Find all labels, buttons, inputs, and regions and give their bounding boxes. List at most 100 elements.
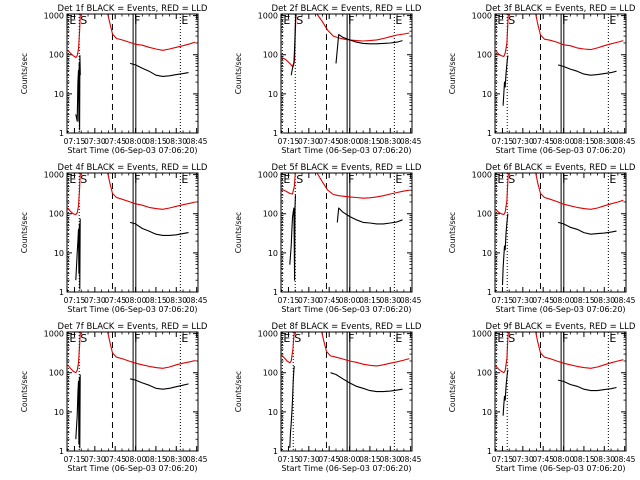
series-events-line [75,374,81,449]
x-tick-label: 07:30 [298,296,320,305]
x-axis-label: Start Time (06-Sep-03 07:06:20) [281,464,411,473]
y-tick-label: 1 [59,288,64,297]
x-tick-label: 07:45 [318,296,340,305]
x-tick-label: 07:45 [532,137,554,146]
marker-label: E [283,14,290,27]
chart-title: Det 4f BLACK = Events, RED = LLD [58,163,208,173]
x-tick-label: 08:30 [593,455,615,464]
y-tick-label: 100 [49,210,64,219]
marker-label: F [348,332,354,345]
panel-det-9: Det 9f BLACK = Events, RED = LLD Counts/s… [448,322,636,473]
x-tick-label: 08:45 [400,137,422,146]
y-tick-label: 10 [54,408,64,417]
y-axis-label: Counts/sec [20,53,29,94]
marker-label: E [69,173,76,186]
marker-label: S [294,332,301,345]
y-axis-label: Counts/sec [234,212,243,253]
marker-label: S [508,14,515,27]
series-events-line [290,14,297,76]
series-lld-line [495,173,509,216]
series-lld-line [495,14,509,58]
series-events-line [129,221,189,236]
series-events-line [75,55,81,131]
marker-label: E [609,173,616,186]
x-tick-label: 07:45 [104,455,126,464]
panel-det-3: Det 3f BLACK = Events, RED = LLD Counts/s… [448,4,636,155]
plot-frame [66,13,199,134]
marker-label: S [296,173,303,186]
marker-label: S [508,173,515,186]
x-tick-label: 07:15 [64,296,86,305]
marker-label: S [296,14,303,27]
y-tick-label: 1 [59,447,64,456]
chart-title: Det 5f BLACK = Events, RED = LLD [272,163,422,173]
x-tick-label: 07:45 [104,137,126,146]
x-tick-label: 08:15 [359,296,381,305]
y-tick-label: 100 [49,51,64,60]
x-tick-label: 08:15 [359,455,381,464]
x-tick-label: 07:15 [64,455,86,464]
marker-label: F [134,14,140,27]
plot-frame [280,13,413,134]
marker-label: S [508,332,515,345]
y-axis-label: Counts/sec [20,212,29,253]
plot-area [495,14,624,133]
x-tick-label: 08:15 [145,296,167,305]
chart-title: Det 9f BLACK = Events, RED = LLD [486,322,636,332]
x-tick-label: 08:00 [125,137,147,146]
x-tick-label: 08:30 [593,137,615,146]
marker-label: E [497,173,504,186]
series-events-line [502,55,509,106]
marker-label: E [395,332,402,345]
x-tick-label: 07:15 [278,137,300,146]
chart-title: Det 7f BLACK = Events, RED = LLD [58,322,208,332]
x-tick-label: 07:15 [278,455,300,464]
plot-frame [494,172,627,293]
plot-frame [494,331,627,452]
x-tick-label: 08:15 [573,296,595,305]
x-tick-label: 08:45 [614,296,636,305]
y-tick-label: 1 [59,129,64,138]
series-lld-line [107,14,196,51]
plot-area [495,332,624,451]
x-axis-label: Start Time (06-Sep-03 07:06:20) [281,305,411,314]
chart-title: Det 3f BLACK = Events, RED = LLD [486,4,636,14]
y-tick-label: 1000 [44,330,64,339]
x-tick-label: 08:00 [339,137,361,146]
x-tick-label: 07:30 [84,296,106,305]
x-tick-label: 07:30 [512,296,534,305]
series-lld-line [535,14,624,51]
x-tick-label: 08:45 [400,455,422,464]
x-tick-label: 07:15 [492,137,514,146]
series-lld-line [67,332,81,374]
marker-label: F [562,173,568,186]
chart-title: Det 2f BLACK = Events, RED = LLD [272,4,422,14]
x-axis-label: Start Time (06-Sep-03 07:06:20) [495,146,625,155]
x-tick-label: 08:45 [614,137,636,146]
x-tick-label: 07:15 [278,296,300,305]
marker-label: E [497,332,504,345]
series-lld-line [321,332,410,367]
y-axis-label: Counts/sec [20,371,29,412]
x-tick-label: 08:15 [145,455,167,464]
x-tick-label: 07:15 [64,137,86,146]
plot-area [281,173,410,292]
marker-label: S [80,14,87,27]
marker-label: E [181,14,188,27]
plot-frame [280,331,413,452]
y-tick-label: 1 [273,447,278,456]
series-lld-line [316,173,410,199]
y-tick-label: 1 [487,447,492,456]
plot-area [67,332,196,451]
x-tick-label: 08:45 [186,455,208,464]
x-tick-label: 07:30 [298,137,320,146]
x-tick-label: 08:30 [593,296,615,305]
series-lld-line [67,173,81,216]
y-tick-label: 10 [482,90,492,99]
y-tick-label: 1000 [472,12,492,21]
series-events-line [557,379,617,392]
series-lld-line [281,173,296,195]
y-tick-label: 10 [54,90,64,99]
series-events-line [502,369,509,416]
marker-label: S [80,173,87,186]
